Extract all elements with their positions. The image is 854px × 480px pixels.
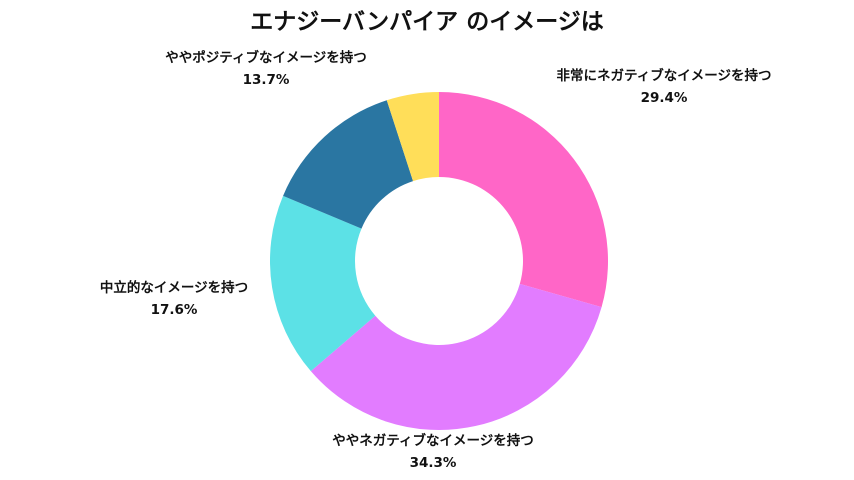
slice-label-3: 中立的なイメージを持つ <box>100 279 248 296</box>
slice-label-2: ややネガティブなイメージを持つ <box>332 432 533 449</box>
donut-slice-4 <box>283 100 414 229</box>
slice-label-4: ややポジティブなイメージを持つ <box>165 49 366 66</box>
slice-value-label-4: 13.7% <box>243 72 290 88</box>
slice-value-label-2: 34.3% <box>410 455 457 471</box>
slice-label-1: 非常にネガティブなイメージを持つ <box>557 67 772 84</box>
slice-value-label-1: 29.4% <box>641 90 688 106</box>
donut-slice-1 <box>439 92 608 308</box>
slice-value-label-3: 17.6% <box>151 302 198 318</box>
donut-slice-3 <box>270 195 376 372</box>
chart-title: エナジーバンパイア のイメージは <box>250 9 604 35</box>
donut-slice-5 <box>386 92 439 182</box>
donut-slice-2 <box>310 283 602 431</box>
